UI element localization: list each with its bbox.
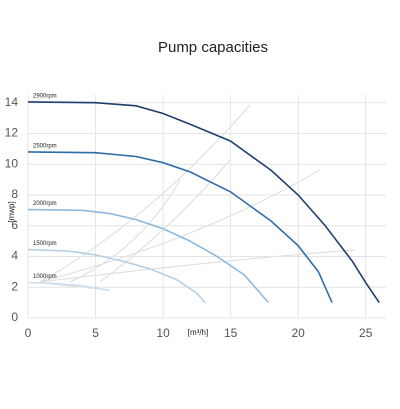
series-line [27, 208, 270, 304]
y-tick-label: 10 [5, 156, 19, 170]
series-label: 2900rpm [33, 93, 57, 99]
x-tick-label: 5 [92, 326, 99, 340]
y-axis-label: [mwp] [7, 201, 16, 222]
series-label: 1000rpm [33, 274, 57, 280]
y-tick-label: 0 [11, 310, 18, 324]
series-line [27, 281, 110, 292]
x-tick-label: 0 [25, 326, 32, 340]
x-axis-label: [m³/h] [188, 328, 208, 337]
series-label: 2500rpm [33, 143, 57, 149]
series-line [27, 248, 206, 304]
chart-title: Pump capacities [158, 39, 268, 56]
y-tick-label: 4 [11, 249, 18, 263]
y-tick-label: 2 [11, 279, 18, 293]
y-tick-label: 14 [5, 95, 19, 109]
x-tick-label: 15 [224, 326, 238, 340]
x-tick-label: 10 [156, 326, 170, 340]
efficiency-lines [39, 104, 356, 291]
y-tick-label: 6 [11, 218, 18, 232]
y-tick-label: 12 [5, 126, 19, 140]
x-tick-label: 20 [292, 326, 306, 340]
series-label: 2000rpm [33, 201, 57, 207]
series-line [27, 151, 333, 303]
series-label: 1500rpm [33, 241, 57, 247]
y-tick-label: 8 [11, 187, 18, 201]
x-tick-label: 25 [359, 326, 373, 340]
series-line [27, 101, 380, 304]
